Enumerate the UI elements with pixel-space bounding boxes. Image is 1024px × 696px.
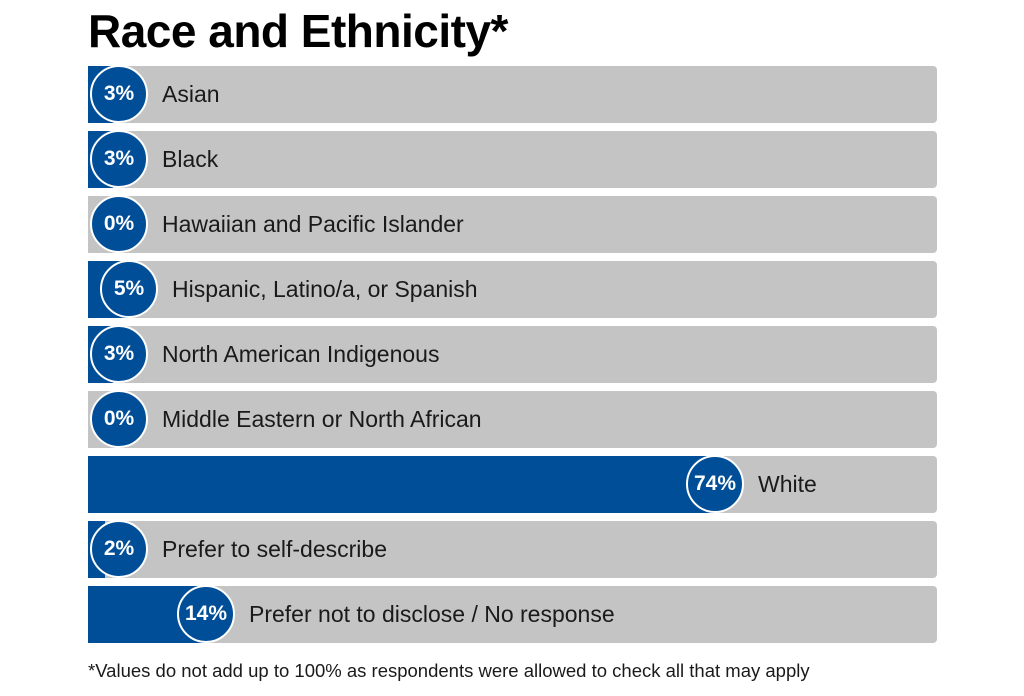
bar-chart: 3% Asian 3% Black 0% Hawaiian and Pacific Isl… (88, 65, 937, 651)
value-badge: 3% (90, 130, 148, 188)
category-label: Black (162, 146, 219, 172)
bar-track (88, 326, 937, 383)
value-badge: 3% (90, 325, 148, 383)
value-badge: 2% (90, 520, 148, 578)
chart-footnote: *Values do not add up to 100% as respond… (88, 660, 810, 681)
category-label: Middle Eastern or North African (162, 406, 482, 432)
category-label: North American Indigenous (162, 341, 440, 367)
bar-row: 0% Middle Eastern or North African (88, 390, 937, 448)
bar-track (88, 391, 937, 448)
bar-track (88, 131, 937, 188)
value-badge: 5% (100, 260, 158, 318)
bar-track (88, 261, 937, 318)
category-label: Hispanic, Latino/a, or Spanish (172, 276, 478, 302)
bar-row: 3% Asian (88, 65, 937, 123)
category-label: Hawaiian and Pacific Islander (162, 211, 464, 237)
chart-title: Race and Ethnicity* (88, 5, 508, 57)
bar-row: 3% North American Indigenous (88, 325, 937, 383)
value-badge: 0% (90, 390, 148, 448)
bar-row: 0% Hawaiian and Pacific Islander (88, 195, 937, 253)
value-badge: 74% (686, 455, 744, 513)
category-label: White (758, 471, 817, 497)
value-badge: 0% (90, 195, 148, 253)
value-badge: 3% (90, 65, 148, 123)
bar-row: 3% Black (88, 130, 937, 188)
bar-row: 5% Hispanic, Latino/a, or Spanish (88, 260, 937, 318)
bar-row: 2% Prefer to self-describe (88, 520, 937, 578)
bar-row: 14% Prefer not to disclose / No response (88, 585, 937, 643)
category-label: Prefer not to disclose / No response (249, 601, 615, 627)
category-label: Asian (162, 81, 220, 107)
bar-track (88, 196, 937, 253)
category-label: Prefer to self-describe (162, 536, 387, 562)
bar-row: 74% White (88, 455, 937, 513)
bar-fill (88, 456, 716, 513)
bar-track (88, 521, 937, 578)
value-badge: 14% (177, 585, 235, 643)
bar-track (88, 66, 937, 123)
